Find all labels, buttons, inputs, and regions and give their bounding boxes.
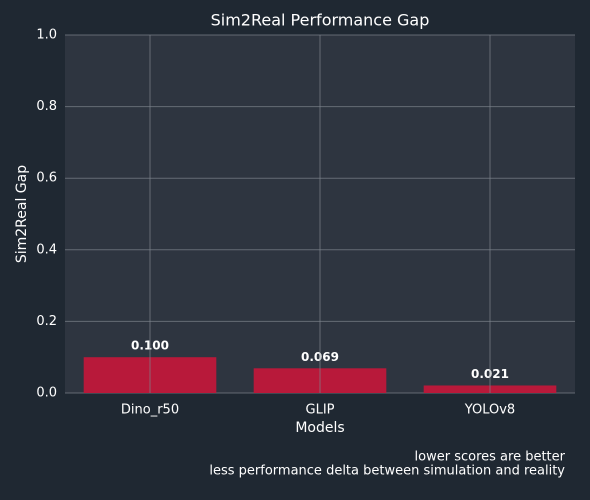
y-tick-label: 0.6 xyxy=(36,171,57,186)
x-axis-label: Models xyxy=(295,420,344,436)
x-tick-label: GLIP xyxy=(306,403,335,418)
x-tick-label: YOLOv8 xyxy=(464,403,515,418)
chart-title: Sim2Real Performance Gap xyxy=(211,11,430,30)
annotation: lower scores are better xyxy=(415,450,566,465)
y-tick-label: 0.8 xyxy=(36,99,57,114)
y-axis-label: Sim2Real Gap xyxy=(14,165,30,263)
x-tick-label: Dino_r50 xyxy=(121,403,179,418)
y-tick-label: 0.4 xyxy=(36,242,57,257)
annotation: less performance delta between simulatio… xyxy=(209,464,565,479)
y-tick-label: 0.0 xyxy=(36,386,57,401)
y-tick-label: 0.2 xyxy=(36,314,57,329)
y-tick-label: 1.0 xyxy=(36,28,57,43)
